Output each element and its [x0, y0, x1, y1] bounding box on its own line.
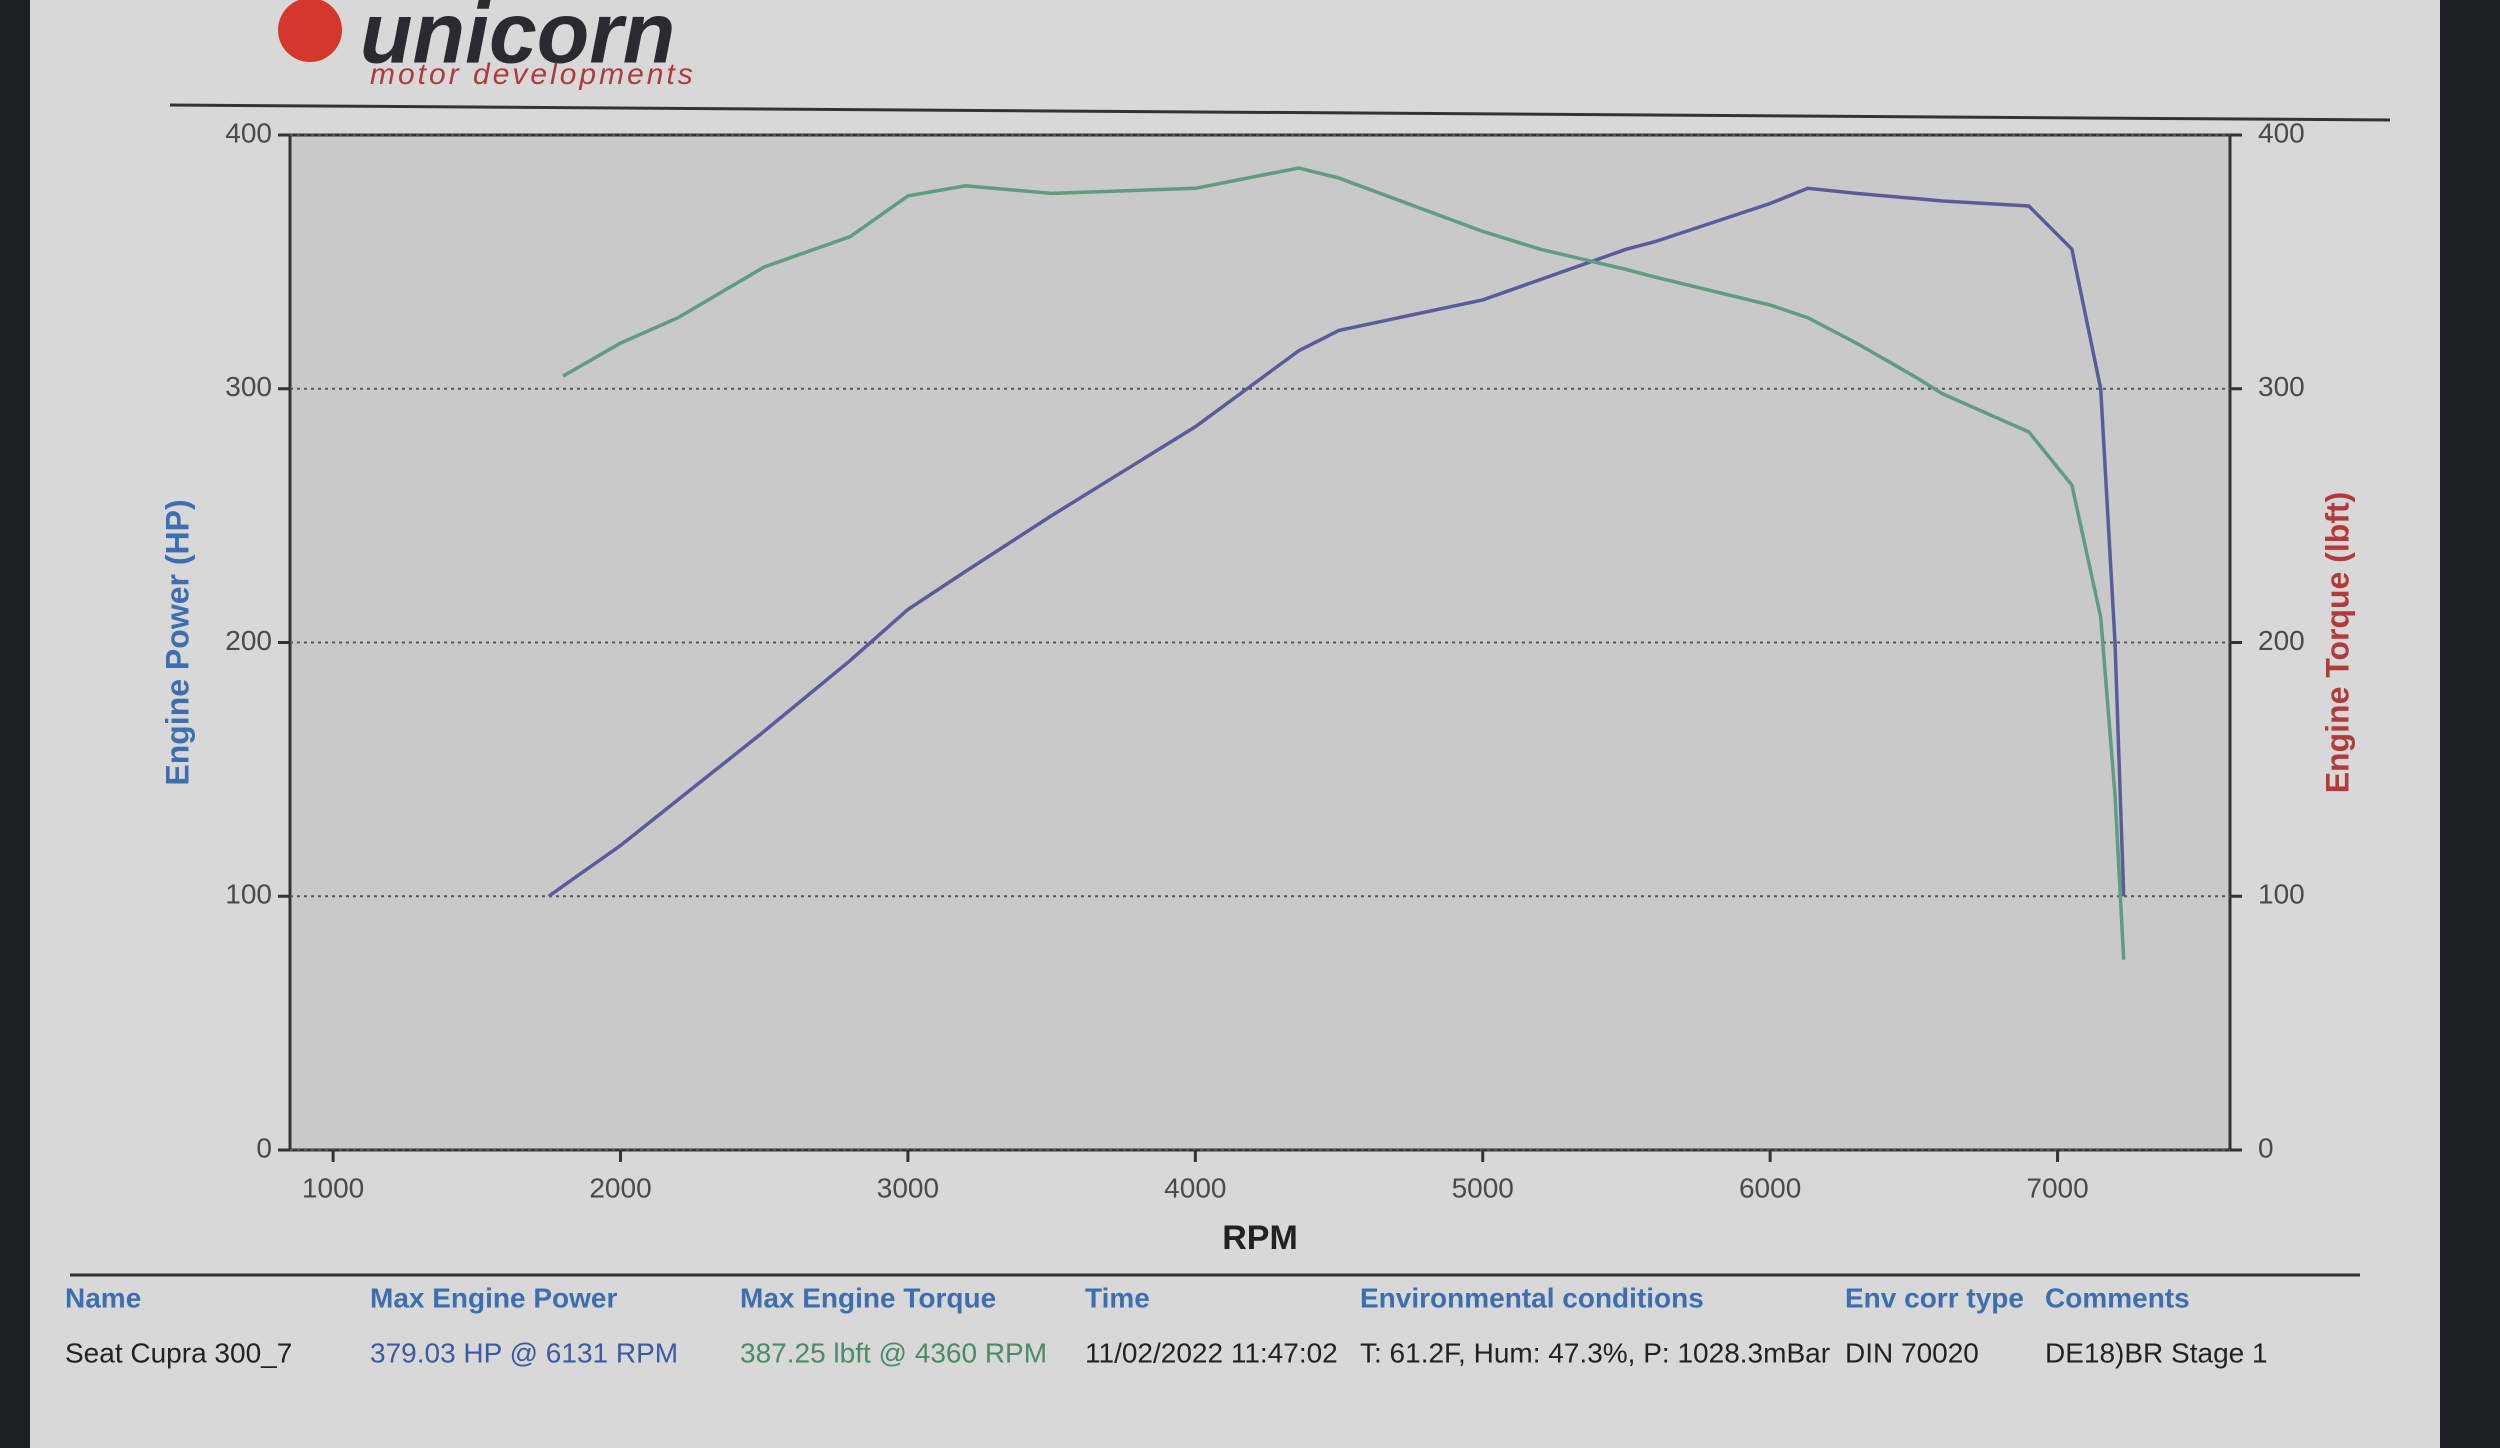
y-tick-label: 300	[225, 371, 272, 402]
y2-tick-label: 200	[2258, 625, 2305, 656]
x-tick-label: 4000	[1164, 1172, 1226, 1203]
y2-tick-label: 100	[2258, 879, 2305, 910]
y-tick-label: 0	[256, 1132, 272, 1163]
y2-tick-label: 400	[2258, 117, 2305, 148]
table-cell: 11/02/2022 11:47:02	[1085, 1337, 1338, 1368]
data-line	[547, 186, 2126, 898]
table-cell: DIN 70020	[1845, 1337, 1979, 1368]
table-cell: 379.03 HP @ 6131 RPM	[370, 1337, 678, 1368]
table-cell: Seat Cupra 300_7	[65, 1337, 292, 1368]
y-axis-label: Engine Power (HP)	[159, 499, 195, 785]
table-cell: 387.25 lbft @ 4360 RPM	[740, 1337, 1047, 1368]
table-header: Max Engine Torque	[740, 1282, 996, 1313]
table-header: Time	[1085, 1282, 1150, 1313]
y-tick-label: 400	[225, 117, 272, 148]
table-header: Environmental conditions	[1360, 1282, 1704, 1313]
logo: unicorn	[360, 0, 675, 82]
x-tick-label: 7000	[2026, 1172, 2088, 1203]
x-tick-label: 3000	[877, 1172, 939, 1203]
table-cell: DE18)BR Stage 1	[2045, 1337, 2268, 1368]
table-header: Name	[65, 1282, 141, 1313]
y2-tick-label: 0	[2258, 1132, 2274, 1163]
data-line	[562, 166, 2126, 960]
x-tick-label: 6000	[1739, 1172, 1801, 1203]
header-rule	[169, 103, 2391, 122]
y-tick-label: 100	[225, 879, 272, 910]
table-cell: T: 61.2F, Hum: 47.3%, P: 1028.3mBar	[1360, 1337, 1830, 1368]
table-header: Comments	[2045, 1282, 2190, 1313]
x-tick-label: 5000	[1452, 1172, 1514, 1203]
x-tick-label: 1000	[302, 1172, 364, 1203]
logo-tagline: motor developments	[370, 58, 696, 91]
x-tick-label: 2000	[589, 1172, 651, 1203]
logo-mark	[278, 0, 342, 62]
plot-area	[288, 133, 2232, 1152]
x-axis-label: RPM	[1222, 1219, 1298, 1257]
table-header: Max Engine Power	[370, 1282, 617, 1313]
table-header: Env corr type	[1845, 1282, 2024, 1313]
y-tick-label: 200	[225, 625, 272, 656]
y2-tick-label: 300	[2258, 371, 2305, 402]
y2-axis-label: Engine Torque (lbft)	[2319, 492, 2355, 794]
